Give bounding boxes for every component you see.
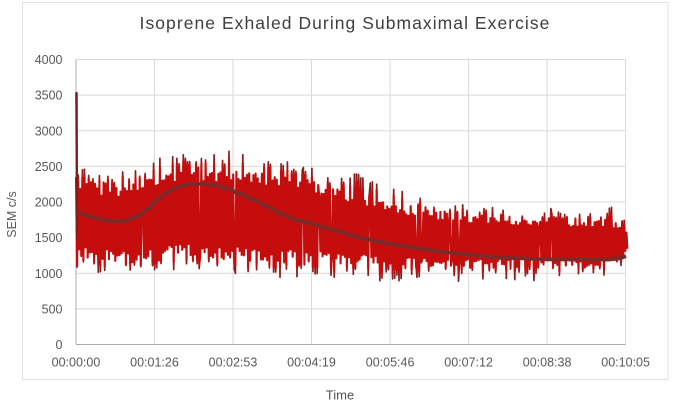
svg-text:Time: Time	[326, 388, 354, 403]
svg-text:00:05:46: 00:05:46	[366, 356, 415, 370]
svg-text:00:08:38: 00:08:38	[523, 356, 572, 370]
svg-text:4000: 4000	[35, 53, 63, 67]
svg-text:0: 0	[56, 338, 63, 352]
svg-text:00:04:19: 00:04:19	[287, 356, 336, 370]
svg-text:2500: 2500	[35, 160, 63, 174]
svg-text:2000: 2000	[35, 196, 63, 210]
svg-text:00:07:12: 00:07:12	[444, 356, 493, 370]
svg-text:00:00:00: 00:00:00	[52, 356, 101, 370]
svg-text:00:10:05: 00:10:05	[601, 356, 650, 370]
svg-text:500: 500	[42, 303, 63, 317]
svg-text:1500: 1500	[35, 231, 63, 245]
svg-text:3500: 3500	[35, 89, 63, 103]
svg-text:00:01:26: 00:01:26	[130, 356, 179, 370]
svg-text:3000: 3000	[35, 124, 63, 138]
svg-text:00:02:53: 00:02:53	[209, 356, 258, 370]
svg-text:Isoprene Exhaled During Submax: Isoprene Exhaled During Submaximal Exerc…	[140, 13, 551, 33]
svg-text:1000: 1000	[35, 267, 63, 281]
svg-text:SEM c/s: SEM c/s	[5, 191, 19, 238]
